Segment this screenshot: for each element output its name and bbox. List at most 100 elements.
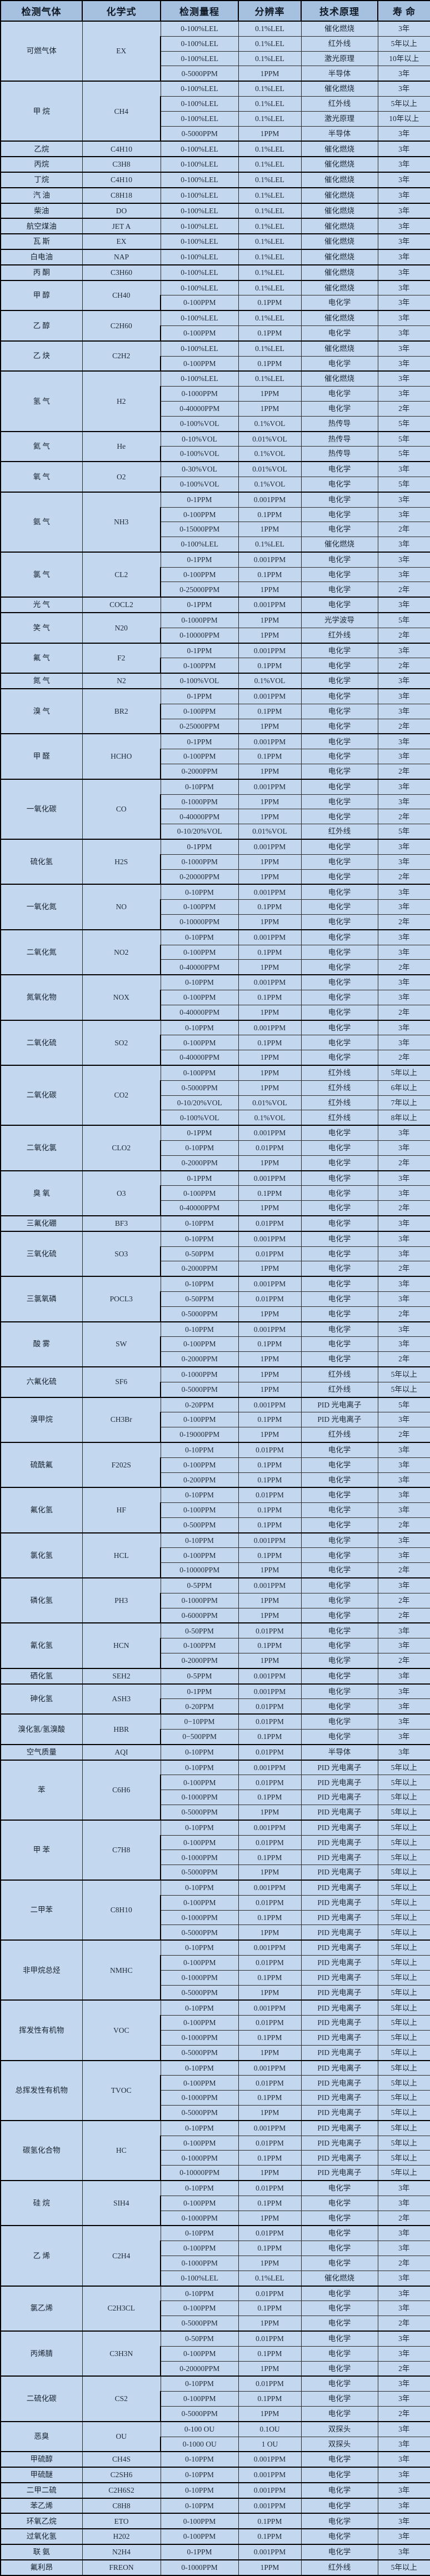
table-row: 0-40000PPM 1PPM 电化学 2年	[1, 959, 430, 975]
gas-name-cell: 柴油	[0, 202, 83, 219]
formula-cell: C7H8	[82, 1819, 161, 1881]
range-cell: 0-100%LEL	[160, 51, 239, 67]
life-cell: 3年	[377, 1547, 430, 1563]
resolution-cell: 0.1%LEL	[238, 51, 302, 67]
resolution-cell: 0.1OU	[238, 2420, 302, 2437]
life-cell: 3年	[377, 1441, 430, 1458]
principle-cell: 电化学	[301, 1035, 378, 1051]
resolution-cell: 0.1PPM	[238, 944, 302, 960]
principle-cell: 电化学	[301, 1246, 378, 1262]
principle-cell: 电化学	[301, 1306, 378, 1322]
principle-cell: PID 光电离子	[301, 1790, 378, 1806]
formula-cell: NO2	[82, 929, 161, 975]
gas-name-cell: 甲 烷	[0, 81, 83, 142]
range-cell: 0-10PPM	[160, 1759, 239, 1776]
range-cell: 0-10PPM	[160, 929, 239, 945]
life-cell: 3年	[377, 884, 430, 900]
range-cell: 0-10PPM	[160, 2059, 239, 2076]
range-cell: 0-100PPM	[160, 1457, 239, 1473]
principle-cell: PID 光电离子	[301, 1939, 378, 1956]
resolution-cell: 0.001PPM	[238, 1880, 302, 1896]
gas-name-cell: 氰化氢	[0, 1622, 83, 1669]
table-row: 0-1000PPM 1PPM 电化学 3年	[1, 794, 430, 810]
life-cell: 5年	[377, 612, 430, 628]
range-cell: 0-5000PPM	[160, 1381, 239, 1398]
principle-cell: PID 光电离子	[301, 2029, 378, 2046]
life-cell: 3年	[377, 2270, 430, 2287]
principle-cell: PID 光电离子	[301, 2165, 378, 2181]
table-row: 0-1000PPM 1PPM 电化学 2年	[1, 2255, 430, 2271]
principle-cell: 电化学	[301, 1547, 378, 1563]
table-row: 0-100PPM 0.1PPM 电化学 3年	[1, 1547, 430, 1563]
range-cell: 0-100PPM	[160, 1064, 239, 1081]
range-cell: 0-100PPM	[160, 1185, 239, 1201]
gas-name-cell: 氨 气	[0, 491, 83, 553]
range-cell: 0-100%LEL	[160, 171, 239, 188]
life-cell: 2年	[377, 1517, 430, 1533]
gas-name-cell: 光 气	[0, 597, 83, 613]
table-row: 氟 气 F2 0-1PPM 0.001PPM 电化学 3年	[0, 642, 430, 674]
gas-name-cell: 恶臭	[0, 2420, 83, 2452]
life-cell: 3年	[377, 1185, 430, 1201]
resolution-cell: 0.001PPM	[238, 597, 302, 613]
principle-cell: 电化学	[301, 2285, 378, 2302]
gas-name-cell: 联 氨	[0, 2544, 83, 2560]
table-row: 0-5000PPM 1PPM PID 光电离子 5年以上	[1, 1984, 430, 2001]
table-row: 氰化氢 HCN 0-50PPM 0.01PPM 电化学 3年	[0, 1622, 430, 1669]
principle-cell: 电化学	[301, 1607, 378, 1623]
formula-cell: OU	[82, 2420, 161, 2452]
range-cell: 0-100%VOL	[160, 673, 239, 689]
formula-cell: C3H8	[82, 156, 161, 173]
principle-cell: 电化学	[301, 764, 378, 780]
life-cell: 3年	[377, 279, 430, 296]
table-row: 苯 C6H6 0-10PPM 0.001PPM PID 光电离子 5年以上	[0, 1759, 430, 1821]
formula-cell: BF3	[82, 1215, 161, 1232]
gas-name-cell: 氟 气	[0, 642, 83, 674]
resolution-cell: 0.1%LEL	[238, 264, 302, 281]
range-cell: 0-100%LEL	[160, 370, 239, 387]
gas-name-cell: 氢 气	[0, 370, 83, 432]
resolution-cell: 1PPM	[238, 959, 302, 975]
life-cell: 5年以上	[377, 2075, 430, 2091]
table-row: 0-5000PPM 1PPM 电化学 2年	[1, 2405, 430, 2422]
table-row: 0-25000PPM 1PPM 电化学 2年	[1, 582, 430, 598]
resolution-cell: 0.1%VOL	[238, 476, 302, 493]
principle-cell: 催化燃烧	[301, 279, 378, 296]
life-cell: 3年	[377, 1412, 430, 1428]
life-cell: 3年	[377, 1472, 430, 1488]
range-cell: 0-1000PPM	[160, 386, 239, 402]
table-row: 联 氨 N2H4 0-1PPM 0.001PPM 电化学 3年	[0, 2544, 430, 2560]
life-cell: 3年	[377, 66, 430, 82]
principle-cell: 电化学	[301, 809, 378, 825]
formula-cell: HC	[82, 2119, 161, 2181]
range-cell: 0-1000PPM	[160, 854, 239, 870]
table-row: 0-15000PPM 1PPM 电化学 2年	[1, 522, 430, 538]
table-row: 二氧化碳 CO2 0-100PPM 1PPM 红外线 5年以上	[0, 1064, 430, 1126]
life-cell: 3年	[377, 1019, 430, 1036]
life-cell: 3年	[377, 1487, 430, 1503]
life-cell: 5年以上	[377, 2044, 430, 2061]
formula-cell: CO2	[82, 1064, 161, 1126]
range-cell: 0-5PPM	[160, 1577, 239, 1593]
range-cell: 0-100PPM	[160, 1955, 239, 1971]
range-cell: 0-100%LEL	[160, 279, 239, 296]
resolution-cell: 0.1%LEL	[238, 20, 302, 37]
formula-cell: N2	[82, 673, 161, 689]
range-cell: 0-100%LEL	[160, 264, 239, 281]
life-cell: 5年以上	[377, 2090, 430, 2106]
principle-cell: 催化燃烧	[301, 264, 378, 281]
principle-cell: 光学波导	[301, 612, 378, 628]
life-cell: 3年	[377, 688, 430, 704]
gas-name-cell: 甲硫醚	[0, 2467, 83, 2483]
column-header-principle: 技术原理	[301, 0, 378, 22]
range-cell: 0-100 OU	[160, 2420, 239, 2437]
table-row: 氧 气 O2 0-30%VOL 0.01%VOL 电化学 3年	[0, 461, 430, 493]
table-row: 甲 醇 CH40 0-100%LEL 0.1%LEL 催化燃烧 3年	[0, 279, 430, 311]
resolution-cell: 1PPM	[238, 1155, 302, 1171]
life-cell: 2年	[377, 2405, 430, 2422]
resolution-cell: 0.1PPM	[238, 1729, 302, 1745]
life-cell: 5年以上	[377, 2119, 430, 2136]
resolution-cell: 0.1%LEL	[238, 171, 302, 188]
gas-name-cell: 氧 气	[0, 461, 83, 493]
formula-cell: SW	[82, 1321, 161, 1367]
